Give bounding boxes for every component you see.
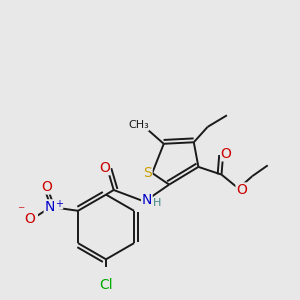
Text: O: O (24, 212, 35, 226)
Text: N: N (142, 193, 152, 207)
Text: +: + (55, 199, 63, 209)
Text: H: H (153, 198, 161, 208)
Text: O: O (236, 183, 247, 197)
Text: O: O (221, 147, 232, 161)
Text: O: O (41, 180, 52, 194)
Text: Cl: Cl (99, 278, 113, 292)
Text: CH₃: CH₃ (128, 120, 149, 130)
Text: O: O (99, 161, 110, 175)
Text: S: S (143, 166, 152, 180)
Text: ⁻: ⁻ (17, 205, 25, 219)
Text: N: N (44, 200, 55, 214)
